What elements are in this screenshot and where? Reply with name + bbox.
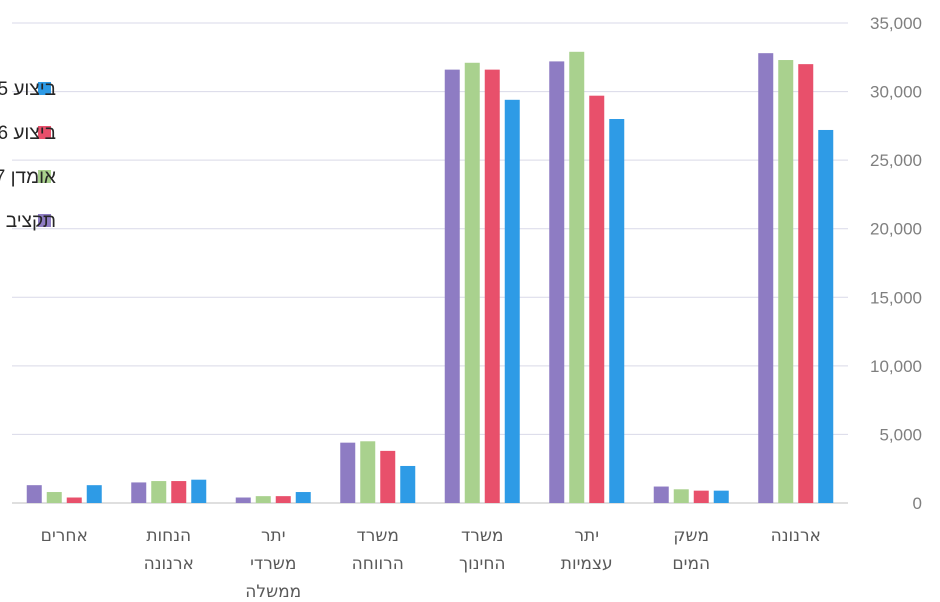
bar: [589, 95, 605, 503]
x-category-label: ארנונה: [771, 526, 821, 546]
bar: [713, 490, 729, 503]
bar: [484, 69, 500, 503]
bar: [444, 69, 460, 503]
x-category-label: משרד: [461, 526, 503, 546]
bar: [400, 465, 416, 503]
x-category-label: יתר: [574, 526, 599, 546]
bar: [295, 492, 311, 503]
bar: [255, 496, 271, 503]
bar: [693, 490, 709, 503]
bar: [235, 497, 251, 503]
bar: [275, 496, 291, 503]
x-category-label: ממשלה: [245, 582, 301, 602]
bar: [66, 497, 82, 503]
x-category-label: משרדי: [250, 554, 296, 574]
bar: [151, 481, 167, 503]
legend-swatch: [38, 170, 51, 183]
bar: [818, 129, 834, 503]
bar: [340, 442, 356, 503]
x-category-label: ארנונה: [144, 554, 194, 574]
bar: [758, 53, 774, 504]
bar: [504, 99, 520, 504]
x-category-label: המים: [672, 554, 710, 574]
x-category-label: החינוך: [459, 554, 506, 574]
bar: [131, 482, 147, 503]
y-tick-label: 30,000: [870, 83, 922, 102]
legend-label: אומדן 2017: [0, 167, 56, 188]
bar: [778, 60, 794, 504]
bar: [549, 61, 565, 504]
bar: [653, 486, 669, 503]
legend-label: ביצוע 2015: [0, 79, 56, 100]
legend-swatch: [38, 126, 51, 139]
bar: [26, 485, 42, 503]
bar: [798, 64, 814, 504]
bar: [673, 489, 689, 503]
y-tick-label: 10,000: [870, 357, 922, 376]
bars: [26, 51, 834, 504]
legend-swatch: [38, 214, 51, 227]
y-tick-label: 20,000: [870, 220, 922, 239]
bar: [609, 119, 625, 503]
bar: [171, 481, 187, 503]
x-category-label: יתר: [261, 526, 286, 546]
bar: [569, 51, 585, 504]
y-tick-label: 25,000: [870, 151, 922, 170]
x-category-label: עצמיות: [561, 554, 613, 574]
x-category-label: משק: [673, 526, 709, 546]
bar: [464, 62, 480, 504]
bar: [380, 450, 396, 503]
bar: [86, 485, 102, 503]
y-tick-label: 0: [913, 494, 922, 513]
legend-label: תקציב 2018: [0, 211, 56, 232]
x-axis-categories: ארנונה משק המים יתר עצמיות משרד החינוך משרד הרוו…: [41, 526, 821, 602]
x-category-label: הנחות: [146, 526, 191, 546]
bar: [46, 492, 62, 503]
legend-label: ביצוע 2016: [0, 123, 56, 144]
x-category-label: אחרים: [41, 526, 88, 546]
y-tick-label: 15,000: [870, 288, 922, 307]
legend-swatch: [38, 82, 51, 95]
x-category-label: הרווחה: [352, 554, 404, 574]
bar: [191, 479, 207, 503]
gridlines: [12, 22, 848, 504]
y-tick-label: 5,000: [879, 425, 922, 444]
y-axis-ticks: 0 5,000 10,000 15,000 20,000 25,000 30,000 35,0…: [870, 14, 922, 513]
y-tick-label: 35,000: [870, 14, 922, 33]
x-category-label: משרד: [357, 526, 399, 546]
bar: [360, 441, 376, 503]
legend: ביצוע 2015 ביצוע 2016 אומדן 2017 תקציב 2018: [0, 79, 56, 232]
